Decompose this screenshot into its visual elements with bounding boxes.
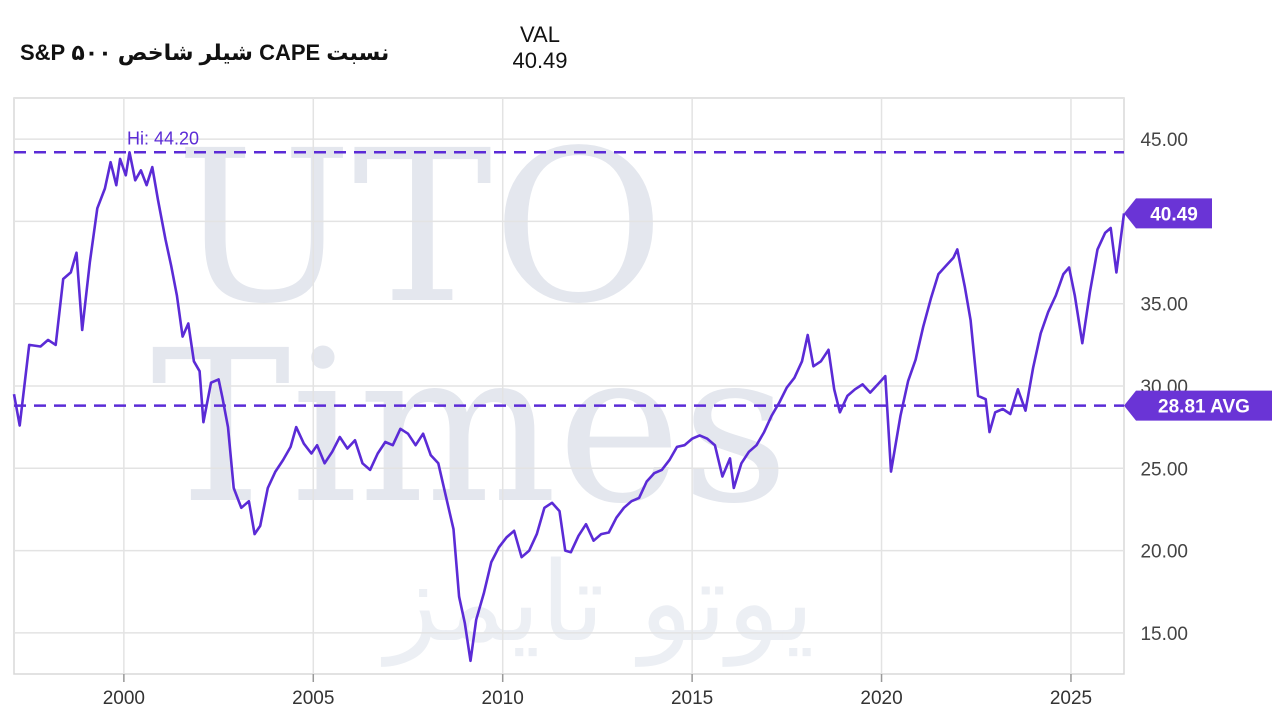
x-tick-label: 2020 [860,688,902,709]
watermark-line2: Times [151,305,789,550]
x-tick-label: 2005 [292,688,334,709]
grid [14,98,1124,674]
x-axis: 2000 2005 2010 2015 2020 2025 [103,674,1092,709]
value-tags: 40.49 28.81 AVG [1124,198,1272,421]
high-label: Hi: 44.20 [127,128,199,148]
series-line [12,151,1126,663]
current-value-tag-bg [1124,198,1212,229]
y-tick-label: 25.00 [1140,459,1188,480]
value-number: 40.49 [512,48,568,73]
y-tick-label: 45.00 [1140,130,1188,151]
watermark-line1: UTO [175,105,664,350]
watermark-line3: یوتو تایمز [381,538,815,667]
series-layer [12,151,1126,663]
watermark: UTO Times یوتو تایمز [151,105,815,667]
chart-title: نسبت CAPE شیلر شاخص ۵۰۰ S&P [20,40,390,65]
x-tick-label: 2015 [671,688,713,709]
average-value-tag-bg [1124,390,1272,421]
reference-lines: Hi: 44.20 [14,128,1124,407]
x-tick-label: 2025 [1050,688,1092,709]
y-tick-label: 15.00 [1140,624,1188,645]
x-tick-label: 2000 [103,688,145,709]
value-readout: VAL 40.49 [500,22,580,74]
average-value-tag-text: 28.81 AVG [1158,397,1250,418]
current-value-tag-text: 40.49 [1150,204,1198,225]
y-tick-label: 35.00 [1140,295,1188,316]
x-tick-label: 2010 [482,688,524,709]
value-label: VAL [520,22,560,47]
y-tick-label: 20.00 [1140,542,1188,563]
